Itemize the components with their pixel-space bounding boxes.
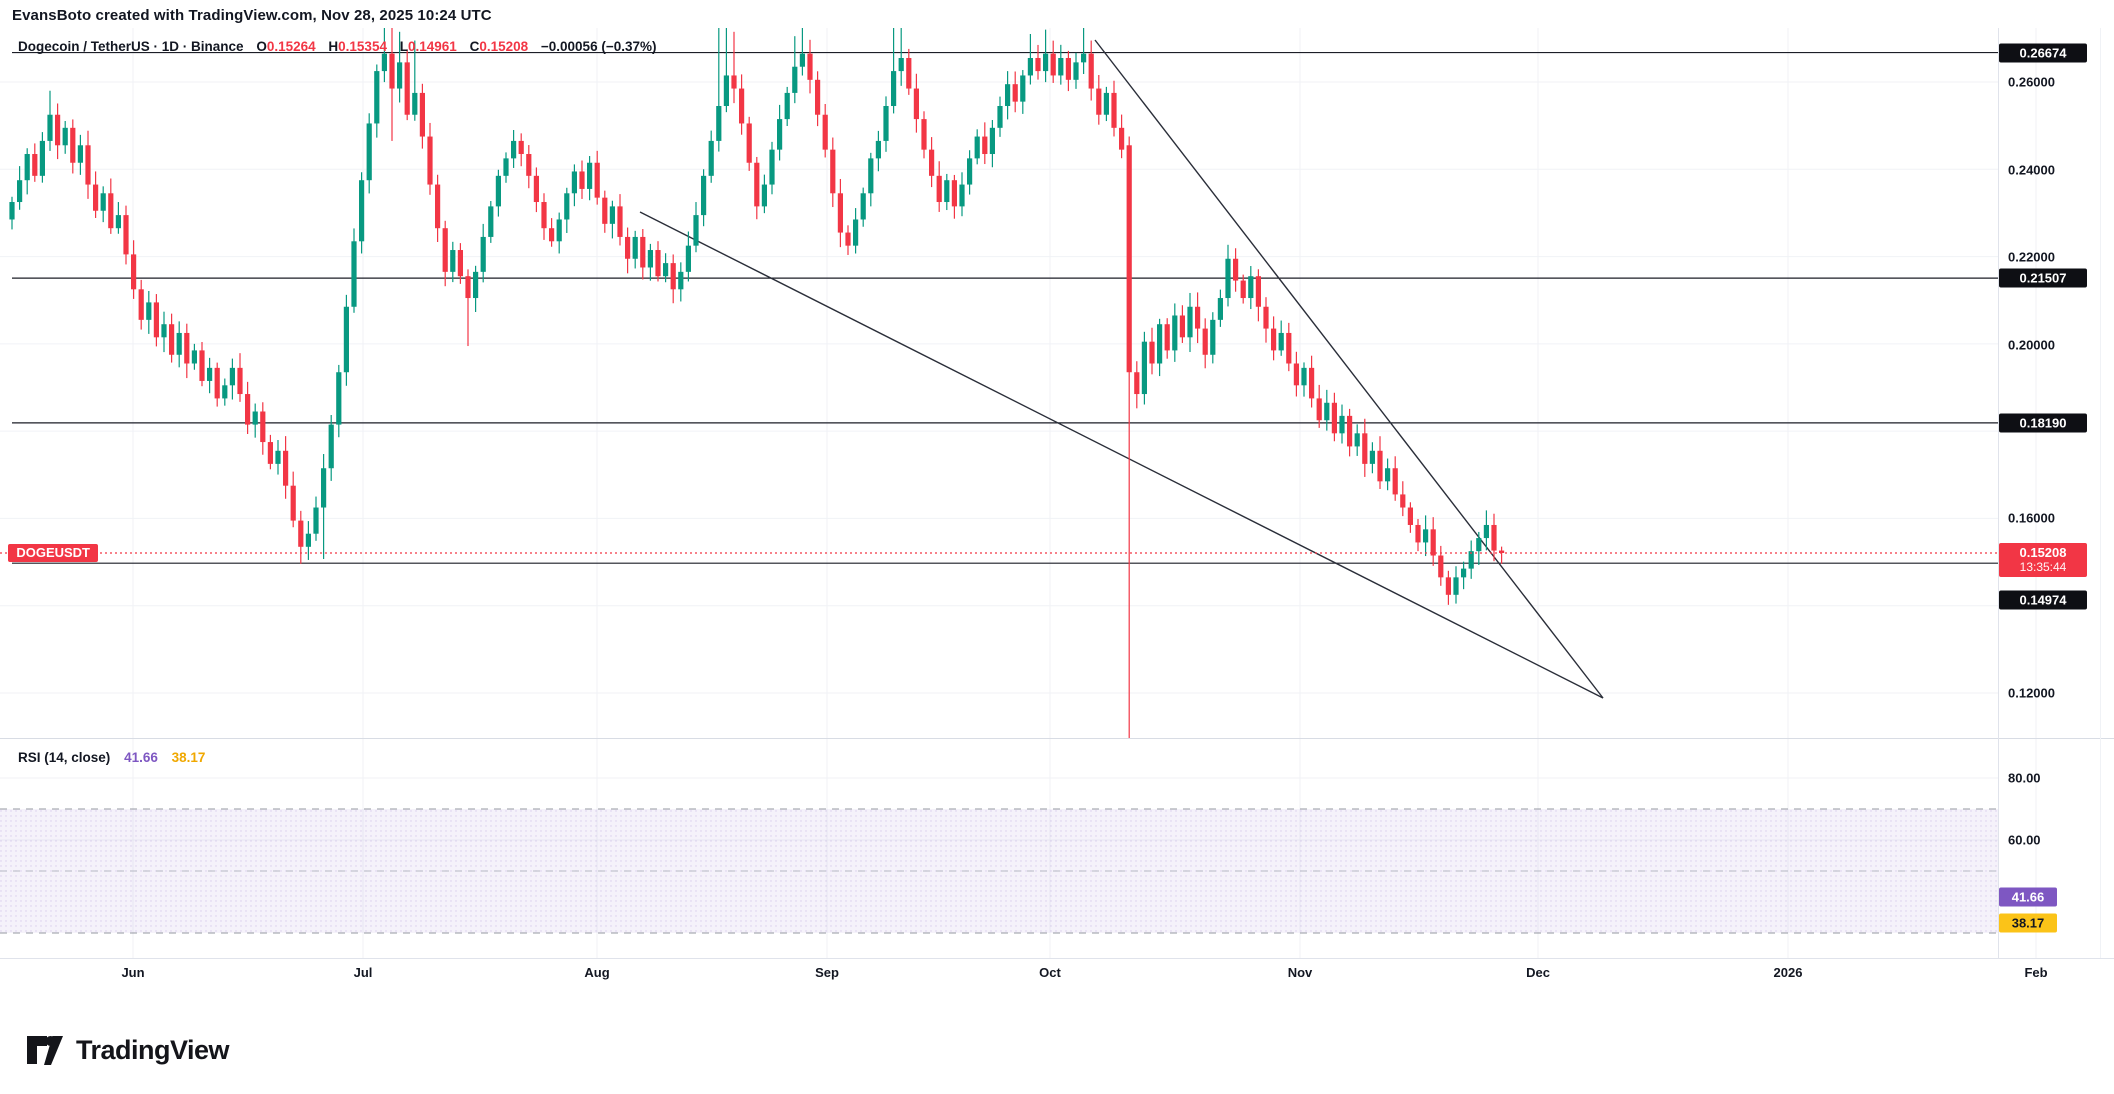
rsi-ma-value: 38.17 — [171, 750, 206, 765]
time-tick-label: Feb — [2024, 965, 2048, 980]
price-pane — [9, 28, 1998, 738]
time-tick-label: 2026 — [1773, 965, 1803, 980]
rsi-pane — [0, 808, 1998, 934]
tradingview-logo[interactable]: TradingView — [26, 1034, 230, 1066]
wedge-upper — [1094, 39, 1604, 699]
price-tick-label: 0.12000 — [2008, 685, 2055, 701]
pane-divider[interactable] — [0, 738, 2114, 739]
close-value: 0.15208 — [479, 39, 529, 54]
gridlines — [0, 28, 2037, 958]
time-tick-label: Jul — [353, 965, 373, 980]
rsi-title[interactable]: RSI (14, close) — [18, 750, 111, 765]
time-tick-label: Nov — [1287, 965, 1313, 980]
tradingview-logo-text: TradingView — [76, 1034, 230, 1065]
bar-countdown: 13:35:44 — [2019, 560, 2067, 574]
level-badge-21507: 0.21507 — [1999, 268, 2087, 288]
last-price-badge: 0.15208 13:35:44 — [1999, 543, 2087, 577]
rsi-tick-label: 60.00 — [2008, 832, 2041, 848]
price-tick-label: 0.26000 — [2008, 74, 2055, 90]
candles — [9, 28, 1505, 738]
symbol-price-tag: DOGEUSDT — [8, 544, 98, 562]
time-tick-label: Dec — [1526, 965, 1550, 980]
price-tick-label: 0.16000 — [2008, 510, 2055, 526]
last-price-value: 0.15208 — [2019, 545, 2067, 560]
low-value: 0.14961 — [407, 39, 457, 54]
time-tick-label: Sep — [815, 965, 839, 980]
open-value: 0.15264 — [266, 39, 316, 54]
tradingview-logo-icon — [27, 1036, 63, 1065]
price-axis-border — [1998, 28, 1999, 958]
rsi-value: 41.66 — [124, 750, 158, 765]
time-tick-label: Aug — [584, 965, 610, 980]
change-value: −0.00056 (−0.37%) — [540, 39, 657, 54]
price-axis-right-border — [2100, 28, 2101, 958]
attribution-text: EvansBoto created with TradingView.com, … — [12, 7, 492, 24]
price-tick-label: 0.20000 — [2008, 337, 2055, 353]
symbol-title[interactable]: Dogecoin / TetherUS · 1D · Binance — [18, 39, 244, 54]
low-label: L — [399, 39, 408, 54]
time-axis-border — [0, 958, 2114, 959]
level-badge-14974: 0.14974 — [1999, 590, 2087, 610]
price-tick-label: 0.22000 — [2008, 249, 2055, 265]
level-badge-18190: 0.18190 — [1999, 413, 2087, 433]
wedge-lower — [639, 211, 1604, 699]
rsi-value-badge: 41.66 — [1999, 887, 2057, 907]
price-tick-label: 0.24000 — [2008, 162, 2055, 178]
symbol-legend: Dogecoin / TetherUS · 1D · Binance O0.15… — [18, 39, 656, 54]
high-value: 0.15354 — [338, 39, 387, 54]
rsi-ma-badge: 38.17 — [1999, 913, 2057, 933]
rsi-tick-label: 80.00 — [2008, 770, 2041, 786]
level-badge-26674: 0.26674 — [1999, 43, 2087, 63]
high-label: H — [328, 39, 339, 54]
rsi-legend: RSI (14, close) 41.66 38.17 — [18, 750, 205, 765]
open-label: O — [256, 39, 267, 54]
time-tick-label: Jun — [121, 965, 145, 980]
time-tick-label: Oct — [1039, 965, 1061, 980]
close-label: C — [469, 39, 480, 54]
